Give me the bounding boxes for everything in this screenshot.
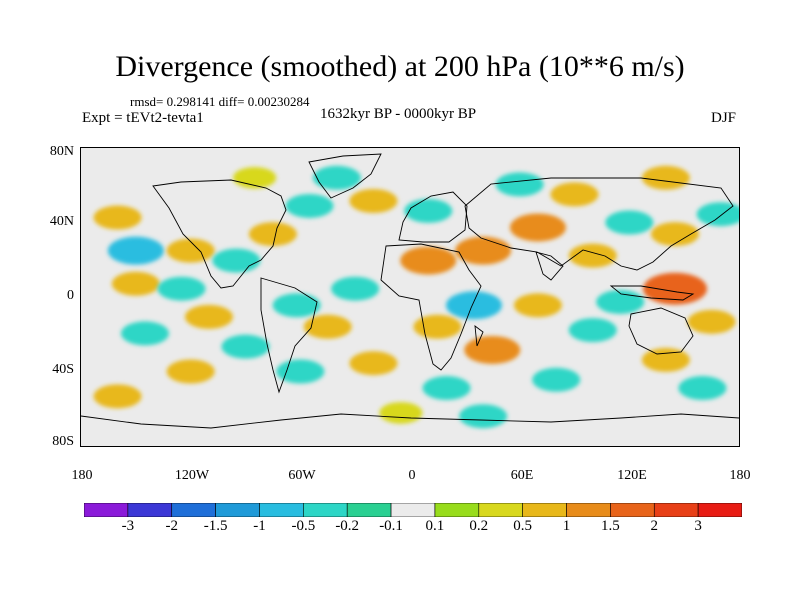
anomaly-blob	[221, 334, 270, 359]
colorbar-swatch	[697, 503, 742, 517]
colorbar-label: 1	[562, 518, 571, 534]
anomaly-blob	[568, 318, 617, 343]
colorbar-swatch	[303, 503, 348, 517]
anomaly-blob	[445, 291, 502, 320]
colorbar-label: 3	[694, 518, 702, 534]
period-label: 1632kyr BP - 0000kyr BP	[320, 106, 477, 122]
anomaly-blob	[413, 314, 462, 339]
lon-tick-120w: 120W	[174, 468, 210, 483]
divergence-map	[81, 153, 739, 429]
colorbar-label: 0.2	[469, 518, 489, 534]
experiment-label: Expt = tEVt2-tevta1	[82, 110, 204, 126]
anomaly-blob	[349, 351, 398, 376]
anomaly-blob	[285, 193, 334, 218]
lat-tick-40s: 40S	[52, 362, 74, 377]
anomaly-blob	[643, 272, 708, 305]
coastlines	[81, 153, 739, 429]
colorbar-swatch	[390, 503, 436, 517]
lon-tick-60e: 60E	[510, 468, 534, 483]
anomaly-blob	[651, 222, 700, 247]
anomaly-blob	[596, 289, 645, 314]
colorbar-swatch	[610, 503, 655, 517]
anomaly-blob	[641, 165, 690, 190]
anomaly-blob	[184, 304, 233, 329]
anomaly-blob	[212, 248, 261, 273]
colorbar-swatch	[215, 503, 260, 517]
anomaly-blob	[166, 359, 215, 384]
lat-tick-80n: 80N	[49, 144, 74, 159]
colorbar-label: -1	[253, 518, 266, 534]
colorbar-swatch	[171, 503, 216, 517]
colorbar-label: 0.1	[425, 518, 445, 534]
colorbar-swatch	[478, 503, 523, 517]
anomaly-blob	[93, 205, 142, 230]
anomaly-blob	[509, 213, 566, 242]
anomaly-blob	[248, 222, 297, 247]
rmsd-diff-stats: rmsd= 0.298141 diff= 0.00230284	[130, 94, 310, 109]
lat-tick-0: 0	[67, 288, 74, 303]
anomaly-blob	[349, 188, 398, 213]
anomaly-blob	[379, 402, 423, 424]
season-label: DJF	[710, 110, 736, 126]
colorbar-swatch	[653, 503, 699, 517]
anomaly-blob	[687, 309, 736, 334]
lon-tick-180e: 180	[729, 468, 751, 483]
colorbar-label: -2	[165, 518, 178, 534]
map-panel	[80, 147, 740, 447]
colorbar-swatch	[127, 503, 173, 517]
colorbar-label: 0.5	[513, 518, 533, 534]
colorbar-label: -1.5	[203, 518, 228, 534]
colorbar-swatch	[566, 503, 611, 517]
anomaly-blob	[120, 321, 169, 346]
colorbar-swatch	[346, 503, 392, 517]
anomaly-blob	[464, 335, 521, 364]
anomaly-blob	[312, 165, 361, 190]
colorbar-label: -3	[121, 518, 135, 534]
lon-tick-0: 0	[408, 468, 416, 483]
anomaly-blob	[641, 347, 690, 372]
lat-tick-80s: 80S	[52, 434, 74, 449]
anomaly-blob	[495, 172, 544, 197]
colorbar-swatch	[522, 503, 567, 517]
colorbar-label: -0.2	[335, 518, 360, 534]
anomaly-blob	[422, 376, 471, 401]
colorbar	[84, 503, 742, 517]
anomaly-blob	[107, 236, 164, 265]
lon-tick-60w: 60W	[288, 468, 316, 483]
anomaly-blob	[331, 276, 380, 301]
anomaly-blob	[678, 376, 727, 401]
colorbar-swatch	[259, 503, 304, 517]
anomaly-blob	[459, 404, 508, 429]
colorbar-label: 2	[650, 518, 659, 534]
map-title: Divergence (smoothed) at 200 hPa (10**6 …	[115, 50, 685, 83]
anomaly-blob	[111, 271, 160, 296]
colorbar-label: 1.5	[601, 518, 620, 534]
anomaly-blob	[400, 246, 457, 275]
anomaly-blob	[696, 202, 739, 227]
anomaly-blob	[303, 314, 352, 339]
anomaly-blob	[404, 198, 453, 223]
lat-tick-40n: 40N	[49, 214, 74, 229]
lon-tick-120e: 120E	[617, 468, 647, 483]
anomaly-blob	[568, 243, 617, 268]
anomaly-blob	[532, 367, 581, 392]
anomaly-blob	[272, 293, 321, 318]
anomaly-blob	[605, 210, 654, 235]
anomaly-blob	[550, 182, 599, 207]
colorbar-label: -0.5	[291, 518, 316, 534]
lon-tick-180w: 180	[71, 468, 93, 483]
anomaly-blob	[513, 293, 562, 318]
anomaly-field	[93, 165, 739, 429]
anomaly-blob	[157, 276, 206, 301]
anomaly-blob	[93, 384, 142, 409]
colorbar-swatch	[84, 503, 129, 517]
colorbar-label: -0.1	[379, 518, 403, 534]
colorbar-swatch	[434, 503, 480, 517]
